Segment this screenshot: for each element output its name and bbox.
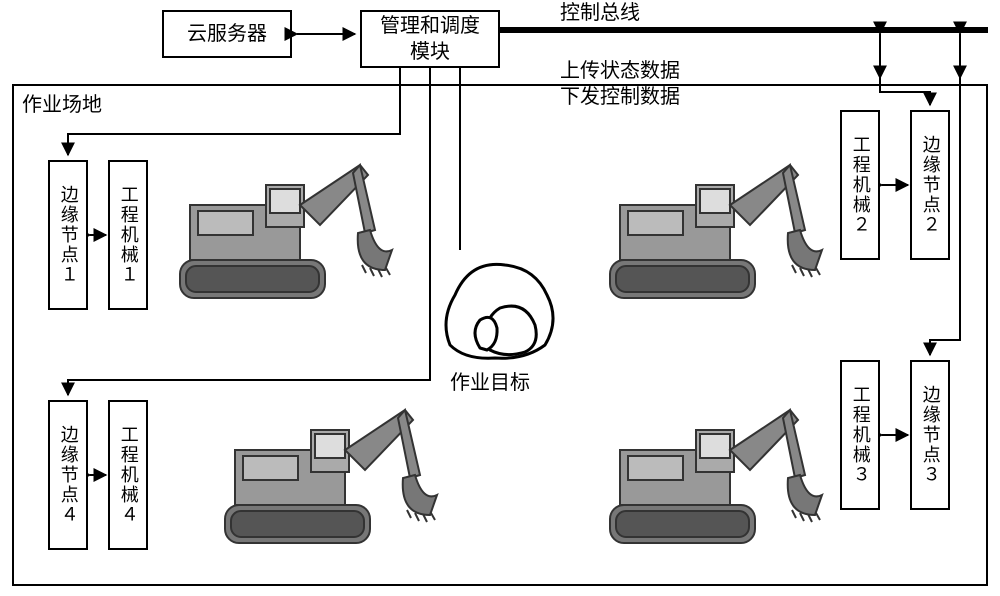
cloud-server-label: 云服务器 [187,21,267,47]
excavator-icon-4 [215,380,445,560]
machine-1: 工程机械１ [108,160,148,310]
bus-label: 控制总线 [560,0,640,26]
edge-node-2: 边缘节点２ [910,110,950,260]
excavator-icon-3 [600,380,830,560]
rock-icon [435,250,565,370]
machine-3: 工程机械３ [840,360,880,510]
machine-4: 工程机械４ [108,400,148,550]
sched-l2: 模块 [380,39,480,65]
target-label: 作业目标 [450,370,530,396]
excavator-icon-1 [170,135,400,315]
sched-l1: 管理和调度 [380,13,480,39]
edge-node-3: 边缘节点３ [910,360,950,510]
upload-label: 上传状态数据 [560,58,680,84]
machine-2: 工程机械２ [840,110,880,260]
excavator-icon-2 [600,135,830,315]
edge-node-4: 边缘节点４ [48,400,88,550]
edge-node-1: 边缘节点１ [48,160,88,310]
cloud-server-box: 云服务器 [162,10,292,58]
worksite-label: 作业场地 [22,92,102,118]
sched-module-box: 管理和调度 模块 [360,10,500,68]
